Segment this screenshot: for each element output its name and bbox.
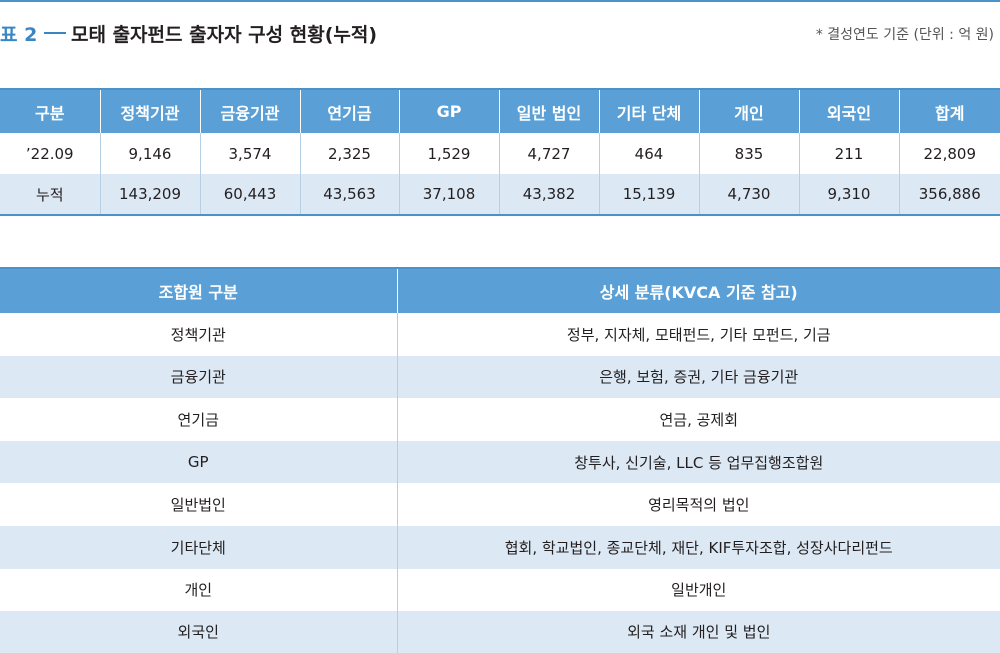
table-cell: 4,727 xyxy=(498,133,599,174)
column-header: 상세 분류(KVCA 기준 참고) xyxy=(396,268,1000,313)
table-number: 표 2 xyxy=(0,24,38,46)
table-cell: 영리목적의 법인 xyxy=(396,483,1000,526)
table-cell: 9,310 xyxy=(798,174,899,215)
column-header: 일반 법인 xyxy=(498,89,599,133)
column-header: 구분 xyxy=(0,89,100,133)
table-cell: 누적 xyxy=(0,174,100,215)
top-rule xyxy=(0,0,1000,2)
table-cell: 정부, 지자체, 모태펀드, 기타 모펀드, 기금 xyxy=(396,313,1000,356)
table-header-row: 구분 정책기관 금융기관 연기금 GP 일반 법인 기타 단체 개인 외국인 합… xyxy=(0,89,1000,133)
table-cell: 협회, 학교법인, 종교단체, 재단, KIF투자조합, 성장사다리펀드 xyxy=(396,525,1000,569)
classification-table: 조합원 구분 상세 분류(KVCA 기준 참고) 정책기관 정부, 지자체, 모… xyxy=(0,267,1000,653)
table-cell: 연금, 공제회 xyxy=(396,398,1000,441)
table-cell: 464 xyxy=(598,133,699,174)
contributor-amount-table: 구분 정책기관 금융기관 연기금 GP 일반 법인 기타 단체 개인 외국인 합… xyxy=(0,88,1000,216)
table-cell: 연기금 xyxy=(177,410,219,429)
table-cell: 외국인 xyxy=(0,611,397,653)
title-dash xyxy=(44,32,66,34)
table-cell: 835 xyxy=(698,133,799,174)
table-row: 금융기관 은행, 보험, 증권, 기타 금융기관 xyxy=(0,355,1000,399)
column-header: 외국인 xyxy=(798,89,899,133)
table-caption: 표 2 모태 출자펀드 출자자 구성 현황(누적) * 결성연도 기준 (단위 … xyxy=(0,18,1000,50)
table-row: ’22.09 9,146 3,574 2,325 1,529 4,727 464… xyxy=(0,133,1000,174)
table-row: 연기금 연금, 공제회 xyxy=(0,398,1000,441)
table-cell: 211 xyxy=(798,133,899,174)
table-row: 일반법인 영리목적의 법인 xyxy=(0,483,1000,526)
table-cell: 43,563 xyxy=(299,174,399,215)
table-row: 외국인 외국 소재 개인 및 법인 xyxy=(0,611,1000,653)
column-header: 합계 xyxy=(898,89,1000,133)
column-header: 연기금 xyxy=(299,89,399,133)
table-cell: 143,209 xyxy=(99,174,200,215)
table-cell: 개인 xyxy=(184,581,213,600)
table-cell: 금융기관 xyxy=(0,355,397,399)
table-cell: 외국 소재 개인 및 법인 xyxy=(396,611,1000,653)
unit-note: * 결성연도 기준 (단위 : 억 원) xyxy=(815,27,994,43)
column-header: GP xyxy=(398,89,499,133)
column-header: 조합원 구분 xyxy=(0,268,397,313)
table-cell: 일반법인 xyxy=(170,496,226,515)
table-cell: 4,730 xyxy=(698,174,799,215)
table-cell: 창투사, 신기술, LLC 등 업무집행조합원 xyxy=(396,440,1000,484)
table-row: 정책기관 정부, 지자체, 모태펀드, 기타 모펀드, 기금 xyxy=(0,313,1000,356)
table-row: 누적 143,209 60,443 43,563 37,108 43,382 1… xyxy=(0,174,1000,215)
column-header: 기타 단체 xyxy=(598,89,699,133)
table-header-row: 조합원 구분 상세 분류(KVCA 기준 참고) xyxy=(0,268,1000,313)
table-cell: 일반개인 xyxy=(396,568,1000,612)
table-cell: 2,325 xyxy=(299,133,399,174)
table-cell: 3,574 xyxy=(199,133,300,174)
table-cell: GP xyxy=(0,440,397,484)
table-cell: 43,382 xyxy=(498,174,599,215)
table-row: GP 창투사, 신기술, LLC 등 업무집행조합원 xyxy=(0,440,1000,484)
table-cell: 정책기관 xyxy=(170,325,226,344)
table-row: 기타단체 협회, 학교법인, 종교단체, 재단, KIF투자조합, 성장사다리펀… xyxy=(0,525,1000,569)
table-cell: 은행, 보험, 증권, 기타 금융기관 xyxy=(396,355,1000,399)
table-cell: 기타단체 xyxy=(0,525,397,569)
table-row: 개인 일반개인 xyxy=(0,568,1000,612)
table-cell: ’22.09 xyxy=(25,144,74,163)
column-header: 정책기관 xyxy=(99,89,200,133)
column-header: 금융기관 xyxy=(199,89,300,133)
page-title: 모태 출자펀드 출자자 구성 현황(누적) xyxy=(71,24,378,46)
table-cell: 9,146 xyxy=(99,133,200,174)
column-header: 개인 xyxy=(698,89,799,133)
table-cell: 22,809 xyxy=(898,133,1000,174)
table-cell: 37,108 xyxy=(398,174,499,215)
table-cell: 356,886 xyxy=(898,174,1000,215)
table-cell: 15,139 xyxy=(598,174,699,215)
table-cell: 1,529 xyxy=(398,133,499,174)
table-cell: 60,443 xyxy=(199,174,300,215)
